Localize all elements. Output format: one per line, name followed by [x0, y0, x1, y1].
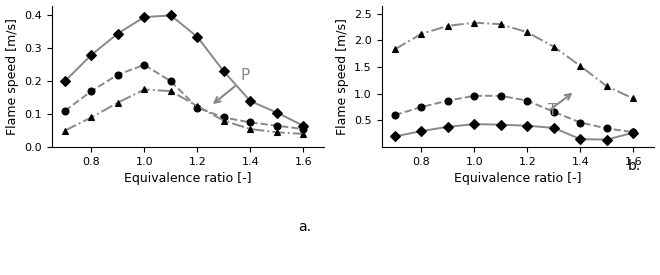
X-axis label: Equivalence ratio [-]: Equivalence ratio [-]: [454, 172, 581, 185]
Text: P: P: [241, 68, 250, 83]
X-axis label: Equivalence ratio [-]: Equivalence ratio [-]: [124, 172, 251, 185]
Y-axis label: Flame speed [m/s]: Flame speed [m/s]: [5, 18, 18, 135]
Y-axis label: Flame speed [m/s]: Flame speed [m/s]: [335, 18, 348, 135]
Text: a.: a.: [298, 219, 311, 233]
Text: T: T: [548, 103, 558, 118]
Text: b.: b.: [628, 159, 642, 173]
